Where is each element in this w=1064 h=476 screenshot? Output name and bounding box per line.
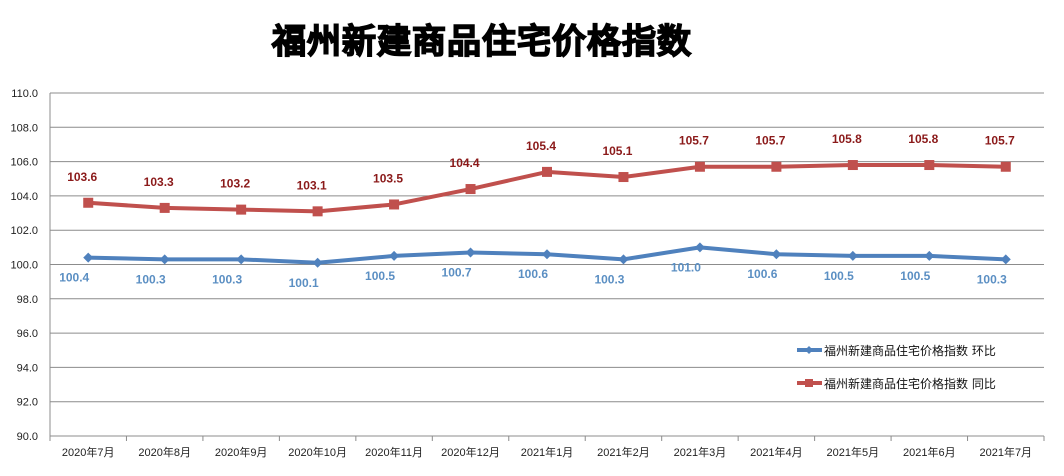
data-label: 100.5 bbox=[365, 269, 395, 283]
data-point bbox=[542, 166, 552, 177]
y-tick-label: 104.0 bbox=[10, 191, 38, 203]
data-point bbox=[694, 242, 705, 253]
x-tick-label: 2021年4月 bbox=[750, 445, 803, 459]
data-point bbox=[236, 254, 247, 265]
data-label: 105.8 bbox=[832, 132, 862, 146]
data-label: 105.7 bbox=[985, 134, 1015, 148]
y-tick-label: 106.0 bbox=[10, 157, 38, 169]
data-label: 100.3 bbox=[212, 272, 242, 286]
data-label: 105.8 bbox=[908, 132, 938, 146]
data-label: 103.1 bbox=[297, 178, 327, 192]
y-tick-label: 92.0 bbox=[17, 397, 38, 409]
data-label: 100.3 bbox=[136, 272, 166, 286]
x-tick-label: 2020年11月 bbox=[365, 445, 423, 459]
x-tick-label: 2021年7月 bbox=[979, 445, 1032, 459]
data-point bbox=[159, 254, 170, 265]
data-label: 100.5 bbox=[900, 269, 930, 283]
x-tick-label: 2021年1月 bbox=[521, 445, 574, 459]
y-tick-label: 90.0 bbox=[17, 431, 38, 443]
y-tick-label: 102.0 bbox=[10, 225, 38, 237]
data-label: 103.6 bbox=[67, 170, 97, 184]
data-label: 100.6 bbox=[747, 267, 777, 281]
data-label: 105.4 bbox=[526, 139, 556, 153]
data-point bbox=[924, 160, 935, 171]
x-tick-label: 2021年5月 bbox=[827, 445, 880, 459]
y-tick-label: 108.0 bbox=[10, 122, 38, 134]
y-tick-label: 110.0 bbox=[11, 88, 38, 100]
data-label: 100.1 bbox=[289, 276, 319, 290]
legend-marker bbox=[805, 346, 813, 354]
data-point bbox=[159, 202, 170, 213]
x-tick-label: 2020年7月 bbox=[62, 445, 115, 459]
y-tick-label: 94.0 bbox=[17, 362, 38, 374]
y-tick-label: 98.0 bbox=[17, 294, 38, 306]
data-label: 103.2 bbox=[220, 177, 250, 191]
data-point bbox=[542, 249, 552, 260]
chart-title: 福州新建商品住宅价格指数 bbox=[271, 21, 692, 63]
data-label: 100.6 bbox=[518, 267, 548, 281]
data-label: 104.4 bbox=[450, 156, 480, 170]
x-tick-label: 2020年12月 bbox=[441, 445, 500, 459]
data-point bbox=[312, 257, 323, 268]
data-label: 105.7 bbox=[679, 134, 709, 148]
y-tick-label: 100.0 bbox=[10, 260, 38, 272]
data-label: 100.3 bbox=[594, 272, 624, 286]
data-point bbox=[618, 254, 629, 265]
data-label: 100.7 bbox=[442, 265, 472, 279]
data-point bbox=[771, 161, 782, 172]
data-point bbox=[847, 160, 858, 171]
data-point bbox=[1000, 161, 1011, 172]
data-point bbox=[312, 206, 323, 217]
data-point bbox=[83, 197, 94, 208]
data-point bbox=[236, 204, 247, 215]
x-tick-label: 2020年8月 bbox=[138, 445, 191, 459]
data-label: 100.4 bbox=[59, 271, 89, 285]
data-point bbox=[389, 250, 400, 261]
data-label: 101.0 bbox=[671, 260, 701, 274]
data-point bbox=[389, 199, 400, 210]
data-label: 100.3 bbox=[977, 272, 1007, 286]
x-tick-label: 2021年3月 bbox=[674, 445, 727, 459]
legend-marker bbox=[805, 379, 813, 387]
data-label: 103.5 bbox=[373, 171, 403, 185]
data-label: 100.5 bbox=[824, 269, 854, 283]
x-tick-label: 2021年2月 bbox=[597, 445, 650, 459]
data-point bbox=[924, 250, 935, 261]
x-tick-label: 2021年6月 bbox=[903, 445, 956, 459]
data-point bbox=[618, 172, 629, 183]
data-point bbox=[465, 247, 476, 258]
data-label: 105.7 bbox=[755, 134, 785, 148]
legend-label: 福州新建商品住宅价格指数 环比 bbox=[824, 343, 996, 358]
y-tick-label: 96.0 bbox=[17, 328, 38, 340]
data-point bbox=[1000, 254, 1011, 265]
legend-label: 福州新建商品住宅价格指数 同比 bbox=[824, 376, 996, 391]
x-tick-label: 2020年9月 bbox=[215, 445, 268, 459]
data-point bbox=[694, 161, 705, 172]
data-point bbox=[83, 252, 94, 263]
data-point bbox=[465, 184, 476, 195]
data-point bbox=[771, 249, 782, 260]
data-label: 103.3 bbox=[144, 175, 174, 189]
x-tick-label: 2020年10月 bbox=[288, 445, 347, 459]
data-label: 105.1 bbox=[602, 144, 632, 158]
data-point bbox=[847, 250, 858, 261]
